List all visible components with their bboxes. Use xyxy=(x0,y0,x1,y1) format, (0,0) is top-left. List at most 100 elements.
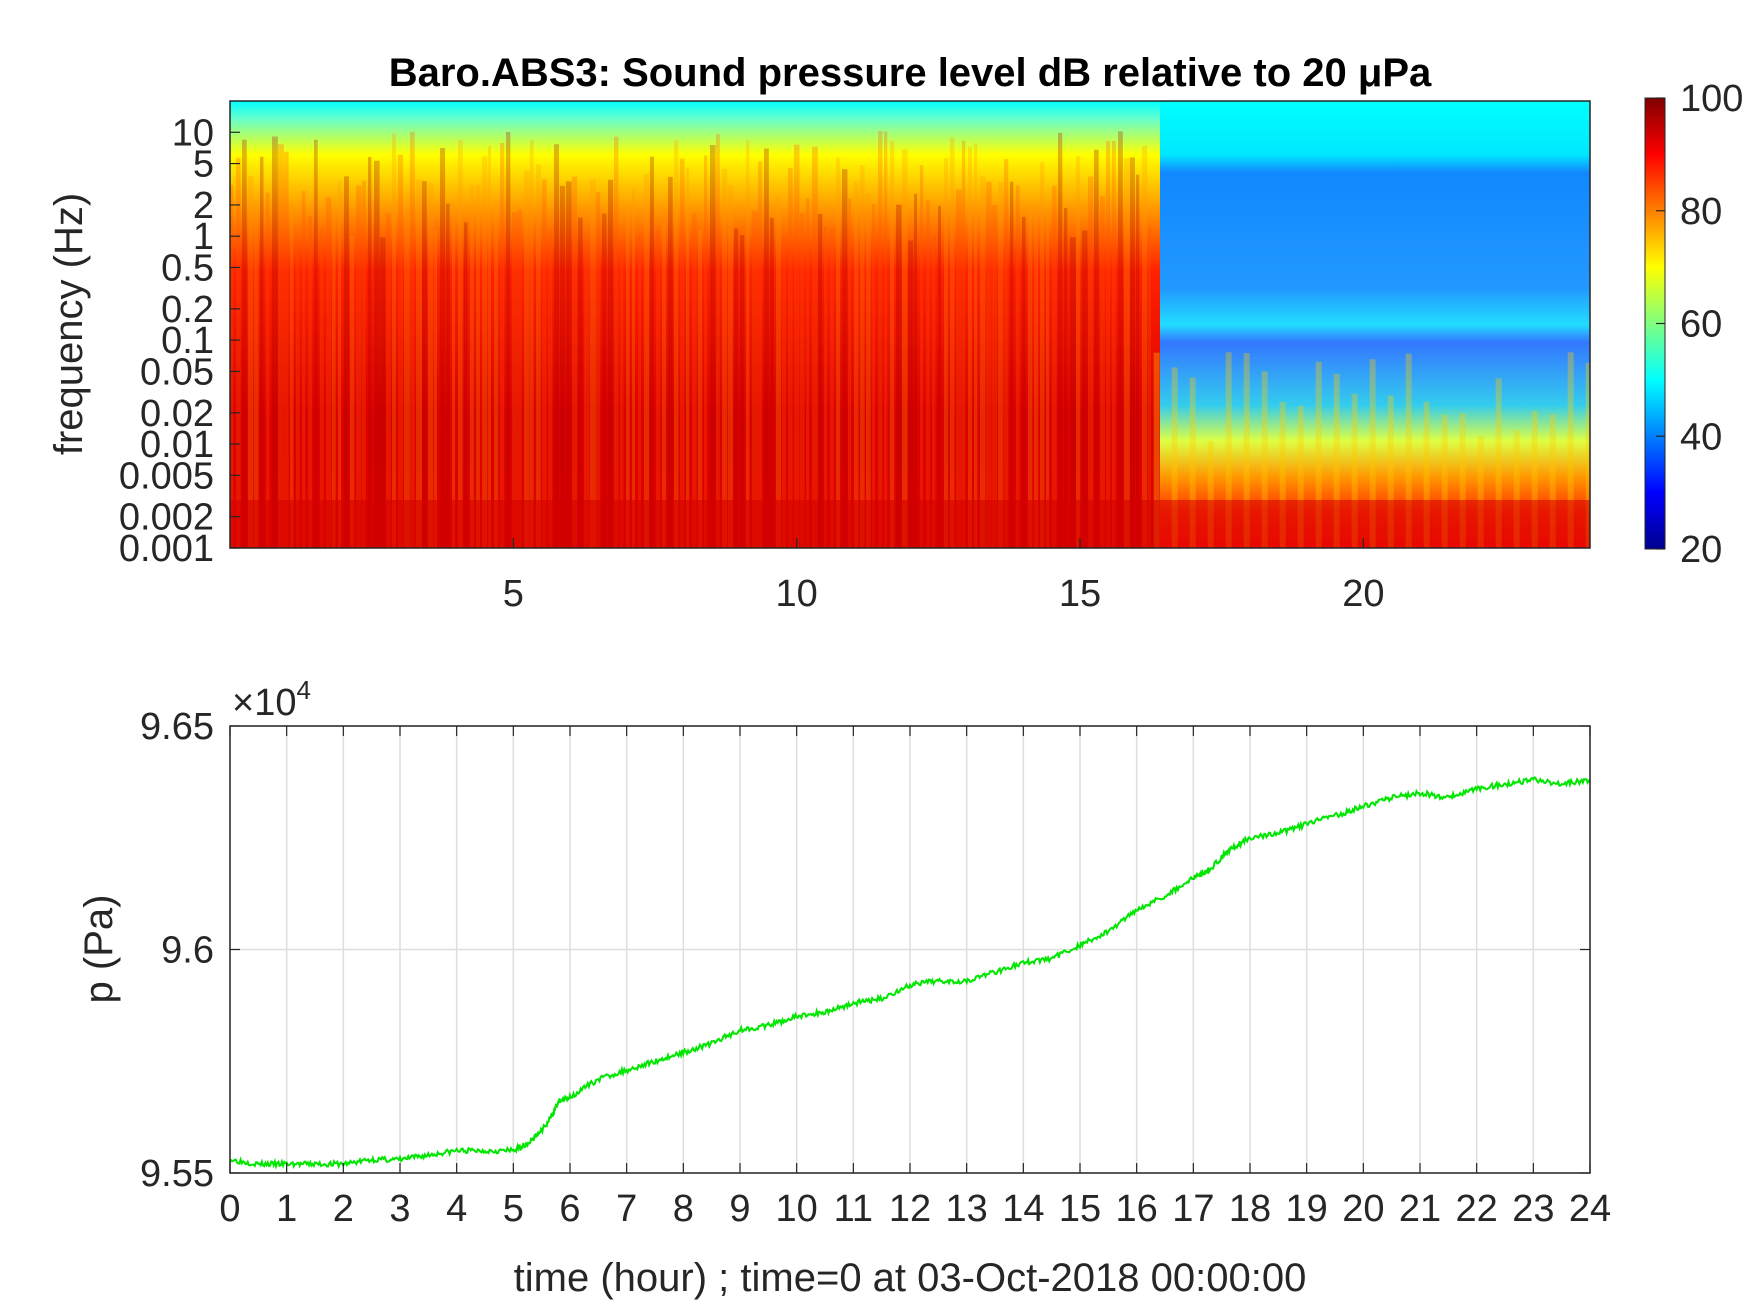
pressure-x-tick-label: 12 xyxy=(889,1188,931,1230)
spectrogram-stripe xyxy=(1189,377,1196,548)
spectrogram-stripe xyxy=(1549,414,1556,548)
spectrogram-stripe xyxy=(1441,414,1448,548)
spectrogram-stripe xyxy=(1088,176,1094,548)
pressure-x-tick-label: 21 xyxy=(1399,1188,1441,1230)
spectrogram-stripe xyxy=(1477,436,1484,548)
spectrogram-stripe xyxy=(542,179,547,548)
spectrogram-stripe xyxy=(1136,174,1140,548)
spectrogram-stripe xyxy=(914,193,918,548)
pressure-y-tick-label: 9.6 xyxy=(161,930,214,972)
spectrogram-stripe xyxy=(590,179,596,548)
spectrogram-stripe xyxy=(692,212,697,548)
spectrogram-stripe xyxy=(284,151,289,548)
spectrogram-stripe xyxy=(536,164,541,548)
spectrogram-stripe xyxy=(608,179,614,548)
spectrogram-stripe xyxy=(974,143,978,548)
spectrogram-stripe xyxy=(620,239,624,548)
spectrogram-stripe xyxy=(728,185,733,548)
spectrogram-stripe xyxy=(704,155,708,548)
pressure-x-tick-label: 24 xyxy=(1569,1188,1611,1230)
spectrogram-stripe xyxy=(968,146,972,548)
spectrogram-stripe xyxy=(524,170,530,548)
pressure-x-tick-label: 23 xyxy=(1512,1188,1554,1230)
spectrogram-stripe xyxy=(596,192,601,548)
pressure-x-ticks: 0 1 2 3 4 5 6 7 8 9 10 11 12 13 14 15 16 17 18 19 20 21 22 23 24 xyxy=(219,726,1611,1230)
spectrogram-stripe xyxy=(500,142,505,548)
spectrogram-stripe xyxy=(1315,361,1322,548)
spectrogram-stripe xyxy=(476,184,481,548)
spectrogram-stripe xyxy=(1531,410,1538,548)
spectrogram-stripe xyxy=(662,222,667,548)
spectrogram-stripe xyxy=(818,213,823,548)
spectrogram-stripe xyxy=(716,134,720,548)
spectrogram-stripe xyxy=(770,217,774,548)
spectrogram-stripe xyxy=(1106,141,1111,548)
spectrogram-y-tick-label: 0.2 xyxy=(161,289,214,331)
spectrogram-stripe xyxy=(1387,395,1394,548)
spectrogram-panel: Baro.ABS3: Sound pressure level dB relat… xyxy=(47,51,1743,615)
spectrogram-stripe xyxy=(356,185,362,548)
spectrogram-stripe xyxy=(290,204,294,548)
pressure-x-tick-label: 2 xyxy=(333,1188,354,1230)
spectrogram-stripe xyxy=(1261,371,1268,548)
spectrogram-stripe xyxy=(458,139,463,548)
pressure-x-tick-label: 4 xyxy=(446,1188,467,1230)
spectrogram-y-tick-label: 0.002 xyxy=(119,497,214,539)
pressure-x-tick-label: 6 xyxy=(559,1188,580,1230)
spectrogram-stripe xyxy=(362,180,366,548)
spectrogram-title: Baro.ABS3: Sound pressure level dB relat… xyxy=(389,51,1432,95)
pressure-x-tick-label: 13 xyxy=(946,1188,988,1230)
spectrogram-stripe xyxy=(722,168,728,548)
pressure-y-tick-label: 9.55 xyxy=(140,1153,214,1195)
spectrogram-stripe xyxy=(272,136,278,548)
spectrogram-stripe xyxy=(1076,156,1081,548)
spectrogram-stripe xyxy=(926,200,930,548)
spectrogram-stripe xyxy=(1124,158,1130,548)
spectrogram-stripe xyxy=(428,182,434,548)
spectrogram-stripe xyxy=(482,156,488,548)
spectrogram-stripe xyxy=(248,176,254,548)
spectrogram-stripe xyxy=(740,235,745,548)
spectrogram-stripe xyxy=(1243,353,1250,548)
spectrogram-stripe xyxy=(1495,378,1502,548)
spectrogram-stripe xyxy=(632,189,636,548)
spectrogram-y-tick-label: 0.001 xyxy=(119,528,214,570)
spectrogram-stripe xyxy=(950,137,955,548)
spectrogram-stripe xyxy=(980,176,986,548)
exponent-base: ×10 xyxy=(232,682,296,724)
spectrogram-stripe xyxy=(956,189,962,548)
spectrogram-stripe xyxy=(668,176,673,548)
spectrogram-y-tick-label: 5 xyxy=(193,144,214,186)
spectrogram-stripe xyxy=(566,181,572,548)
spectrogram-stripe xyxy=(1094,149,1099,548)
spectrogram-stripe xyxy=(896,204,902,548)
spectrogram-stripe xyxy=(1010,181,1014,548)
spectrogram-stripe xyxy=(1585,362,1590,548)
spectrogram-stripe xyxy=(992,204,998,548)
spectrogram-stripe xyxy=(860,164,865,548)
spectrogram-stripe xyxy=(1225,352,1232,548)
pressure-series-line xyxy=(230,775,1590,1170)
spectrogram-stripe xyxy=(1028,211,1033,548)
spectrogram-stripe xyxy=(752,210,758,548)
spectrogram-stripe xyxy=(392,133,397,548)
spectrogram-stripe xyxy=(554,144,559,548)
spectrogram-stripe xyxy=(1207,440,1214,548)
spectrogram-stripe xyxy=(614,136,619,548)
spectrogram-stripe xyxy=(782,236,787,548)
spectrogram-stripe xyxy=(584,239,590,548)
spectrogram-stripe xyxy=(1148,226,1152,548)
spectrogram-x-ticks: 5 10 15 20 xyxy=(503,538,1384,615)
spectrogram-stripe xyxy=(380,237,386,548)
spectrogram-stripe xyxy=(638,236,642,548)
pressure-x-tick-label: 3 xyxy=(389,1188,410,1230)
spectrogram-stripe xyxy=(434,229,438,548)
pressure-x-tick-label: 15 xyxy=(1059,1188,1101,1230)
spectrogram-stripe xyxy=(842,169,848,548)
spectrogram-stripe xyxy=(920,165,924,548)
spectrogram-stripe xyxy=(1423,401,1430,548)
spectrogram-stripe xyxy=(452,222,456,548)
spectrogram-stripe xyxy=(338,180,342,548)
spectrogram-y-ticks: 105210.50.20.10.050.020.010.0050.0020.00… xyxy=(119,112,240,570)
spectrogram-stripe xyxy=(1142,145,1148,548)
